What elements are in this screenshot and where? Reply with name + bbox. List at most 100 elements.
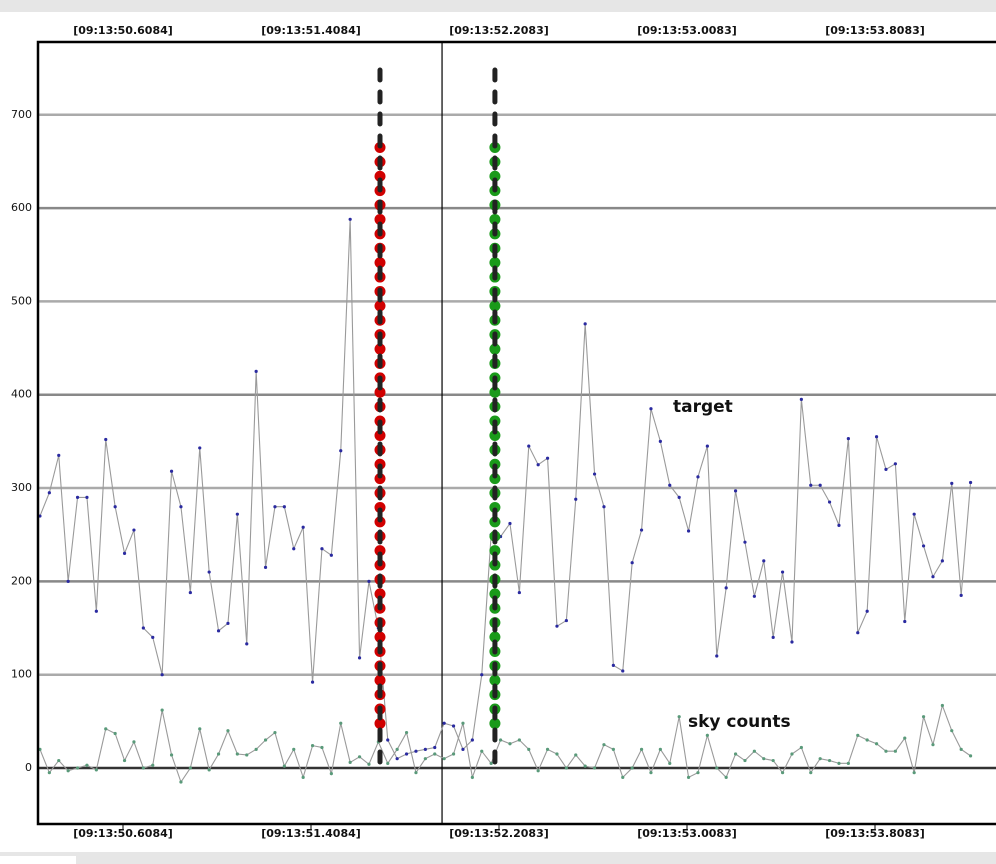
- data-point: [639, 747, 644, 751]
- data-point: [320, 547, 324, 551]
- data-point: [57, 453, 61, 457]
- data-point: [310, 680, 315, 684]
- y-tick-label: 400: [11, 388, 32, 401]
- data-point: [207, 768, 211, 772]
- data-point: [263, 738, 268, 742]
- data-point: [574, 497, 578, 501]
- data-point: [809, 483, 813, 487]
- data-point: [470, 775, 474, 779]
- data-point: [865, 738, 869, 742]
- data-point: [320, 745, 324, 750]
- x-tick-label: [09:13:51.4084]: [261, 827, 361, 840]
- x-tick-label: [09:13:53.0083]: [637, 827, 737, 840]
- data-point: [292, 547, 296, 551]
- data-point: [837, 761, 841, 765]
- data-point: [66, 769, 70, 773]
- x-tick-label: [09:13:50.6084]: [73, 827, 173, 840]
- plot-frame: [36, 40, 996, 826]
- data-point: [151, 635, 155, 639]
- data-point: [884, 467, 888, 471]
- data-point: [536, 769, 540, 773]
- data-point: [884, 749, 888, 753]
- data-point: [649, 407, 653, 411]
- annotation: sky counts: [688, 712, 791, 732]
- data-point: [348, 760, 352, 765]
- data-point: [705, 444, 709, 448]
- data-point: [592, 472, 597, 476]
- data-point: [658, 439, 662, 443]
- data-point: [809, 771, 813, 775]
- y-tick-label: 600: [11, 201, 32, 214]
- data-point: [733, 752, 738, 756]
- data-point: [292, 747, 296, 751]
- data-point: [921, 715, 926, 719]
- data-point: [57, 758, 61, 763]
- data-point: [677, 715, 681, 719]
- x-tick-label-top: [09:13:50.6084]: [73, 24, 173, 37]
- data-point: [122, 551, 127, 555]
- data-point: [564, 618, 568, 623]
- data-point: [235, 512, 239, 516]
- data-point: [113, 505, 117, 509]
- data-point: [856, 631, 860, 635]
- data-point: [912, 771, 916, 775]
- data-point: [856, 733, 860, 737]
- data-point: [950, 729, 954, 733]
- data-point: [621, 775, 625, 779]
- data-point: [198, 727, 202, 731]
- data-point: [339, 449, 343, 453]
- data-point: [226, 729, 230, 733]
- series-line: [39, 703, 971, 784]
- data-point: [188, 766, 192, 770]
- data-point: [151, 763, 155, 767]
- data-point: [254, 747, 258, 751]
- data-point: [564, 766, 568, 770]
- y-tick-label: 0: [25, 761, 32, 774]
- y-tick-label: 700: [11, 108, 32, 121]
- data-point: [329, 553, 333, 557]
- data-point: [583, 322, 587, 326]
- data-point: [169, 753, 174, 757]
- data-point: [799, 745, 803, 750]
- data-point: [480, 749, 484, 753]
- data-point: [414, 749, 418, 753]
- data-point: [113, 731, 117, 736]
- data-point: [75, 766, 80, 770]
- data-point: [686, 775, 691, 779]
- data-point: [950, 481, 954, 485]
- data-point: [668, 483, 672, 487]
- data-point: [602, 743, 606, 747]
- data-point: [790, 640, 794, 644]
- data-point: [874, 742, 879, 746]
- plot-area: [38, 42, 996, 824]
- data-point: [480, 673, 484, 677]
- y-tick-label: 500: [11, 294, 32, 307]
- data-point: [47, 491, 51, 495]
- y-tick-label: 300: [11, 481, 32, 494]
- data-point: [254, 369, 258, 374]
- data-point: [104, 727, 108, 731]
- data-point: [386, 738, 390, 742]
- data-point: [367, 762, 371, 766]
- data-point: [122, 758, 127, 763]
- data-point: [85, 495, 89, 499]
- data-point: [705, 733, 709, 737]
- data-point: [442, 757, 446, 761]
- data-point: [846, 761, 850, 765]
- data-point: [827, 500, 832, 504]
- data-point: [762, 757, 766, 761]
- data-point: [216, 752, 221, 756]
- data-point: [639, 528, 644, 532]
- data-point: [395, 747, 399, 751]
- data-point: [94, 768, 98, 772]
- data-point: [931, 575, 935, 579]
- data-point: [574, 753, 578, 757]
- data-point: [498, 738, 503, 742]
- data-point: [555, 752, 559, 756]
- data-point: [395, 757, 399, 761]
- data-point: [404, 752, 409, 756]
- data-point: [780, 771, 785, 775]
- data-point: [367, 579, 371, 583]
- data-point: [545, 747, 550, 751]
- status-strip: [0, 856, 76, 864]
